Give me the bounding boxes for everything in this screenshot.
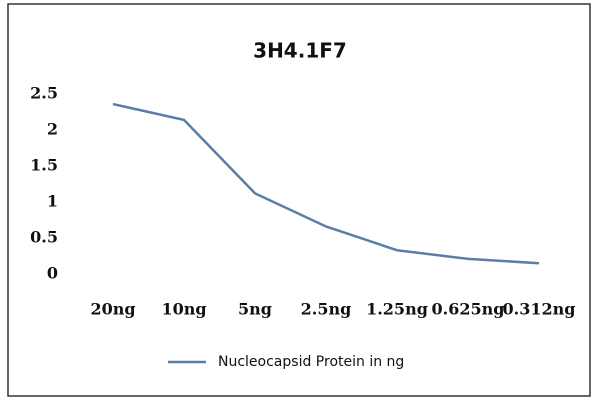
legend-label: Nucleocapsid Protein in ng	[218, 354, 404, 370]
x-tick-label: 2.5ng	[301, 300, 352, 319]
y-tick-label: 2.5	[30, 84, 58, 103]
chart-title: 3H4.1F7	[253, 39, 347, 63]
y-tick-label: 0	[47, 264, 58, 283]
x-tick-label: 1.25ng	[366, 300, 428, 319]
chart-frame	[7, 3, 591, 397]
x-tick-label: 20ng	[90, 300, 135, 319]
x-tick-label: 0.625ng	[432, 300, 505, 319]
x-tick-label: 0.312ng	[503, 300, 576, 319]
line-series	[112, 102, 540, 265]
y-tick-label: 1.5	[30, 156, 58, 175]
y-tick-label: 0.5	[30, 228, 58, 247]
x-tick-label: 5ng	[238, 300, 272, 319]
y-tick-label: 2	[47, 120, 58, 139]
x-tick-label: 10ng	[161, 300, 206, 319]
y-tick-label: 1	[47, 192, 58, 211]
